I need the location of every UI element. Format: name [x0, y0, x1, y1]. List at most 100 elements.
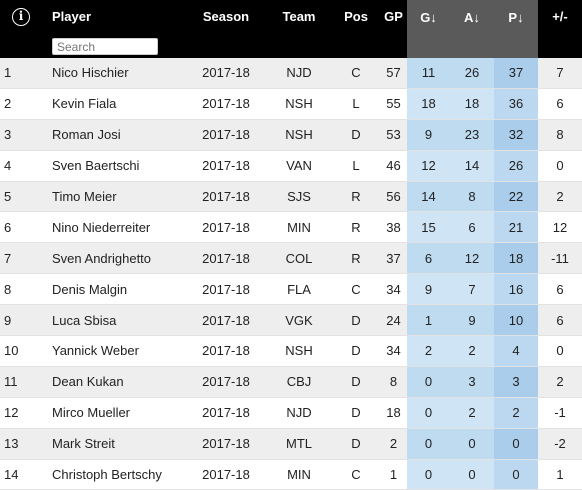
- table-row[interactable]: 11 Dean Kukan 2017-18 CBJ D 8 0 3 3 2: [0, 366, 582, 398]
- goals-column-header[interactable]: G↓: [407, 0, 450, 58]
- player-cell: Mark Streit: [48, 428, 186, 460]
- points-cell: 0: [494, 428, 538, 460]
- table-header-row: i Player Season Team Pos GP G↓ A↓ P↓ +/-: [0, 0, 582, 58]
- player-column-header[interactable]: Player: [48, 0, 186, 58]
- team-cell: MIN: [266, 459, 332, 490]
- season-cell: 2017-18: [186, 428, 266, 460]
- player-cell: Kevin Fiala: [48, 88, 186, 120]
- table-row[interactable]: 2 Kevin Fiala 2017-18 NSH L 55 18 18 36 6: [0, 88, 582, 120]
- assists-cell: 2: [450, 397, 494, 429]
- table-row[interactable]: 9 Luca Sbisa 2017-18 VGK D 24 1 9 10 6: [0, 304, 582, 337]
- goals-cell: 9: [407, 119, 450, 151]
- season-column-header[interactable]: Season: [186, 0, 266, 58]
- plus-minus-cell: 8: [538, 119, 582, 151]
- table-row[interactable]: 1 Nico Hischier 2017-18 NJD C 57 11 26 37 7: [0, 58, 582, 89]
- gp-cell: 24: [380, 304, 407, 337]
- goals-cell: 0: [407, 459, 450, 490]
- goals-cell: 0: [407, 428, 450, 460]
- pos-column-header[interactable]: Pos: [332, 0, 380, 58]
- table-row[interactable]: 4 Sven Baertschi 2017-18 VAN L 46 12 14 26 0: [0, 150, 582, 182]
- assists-cell: 12: [450, 242, 494, 275]
- table-row[interactable]: 10 Yannick Weber 2017-18 NSH D 34 2 2 4 0: [0, 335, 582, 367]
- team-cell: VGK: [266, 304, 332, 337]
- assists-cell: 9: [450, 304, 494, 337]
- player-cell: Sven Andrighetto: [48, 242, 186, 275]
- rank-cell: 12: [0, 397, 48, 429]
- points-cell: 4: [494, 335, 538, 367]
- team-column-header[interactable]: Team: [266, 0, 332, 58]
- player-search-input[interactable]: [52, 38, 158, 55]
- team-cell: NSH: [266, 88, 332, 120]
- assists-cell: 0: [450, 459, 494, 490]
- team-cell: MIN: [266, 211, 332, 244]
- plus-minus-cell: 6: [538, 304, 582, 337]
- goals-cell: 9: [407, 273, 450, 306]
- team-cell: CBJ: [266, 366, 332, 398]
- plus-minus-column-header[interactable]: +/-: [538, 0, 582, 58]
- goals-cell: 12: [407, 150, 450, 182]
- points-cell: 10: [494, 304, 538, 337]
- plus-minus-cell: 12: [538, 211, 582, 244]
- info-icon[interactable]: i: [12, 8, 30, 26]
- table-row[interactable]: 12 Mirco Mueller 2017-18 NJD D 18 0 2 2 -1: [0, 397, 582, 429]
- goals-cell: 18: [407, 88, 450, 120]
- player-cell: Dean Kukan: [48, 366, 186, 398]
- pos-cell: R: [332, 181, 380, 213]
- goals-cell: 1: [407, 304, 450, 337]
- season-cell: 2017-18: [186, 88, 266, 120]
- season-cell: 2017-18: [186, 211, 266, 244]
- points-cell: 3: [494, 366, 538, 398]
- gp-cell: 34: [380, 273, 407, 306]
- player-cell: Nico Hischier: [48, 58, 186, 89]
- points-cell: 26: [494, 150, 538, 182]
- assists-cell: 3: [450, 366, 494, 398]
- season-cell: 2017-18: [186, 119, 266, 151]
- assists-cell: 0: [450, 428, 494, 460]
- player-cell: Timo Meier: [48, 181, 186, 213]
- goals-cell: 14: [407, 181, 450, 213]
- points-cell: 21: [494, 211, 538, 244]
- player-cell: Mirco Mueller: [48, 397, 186, 429]
- table-row[interactable]: 13 Mark Streit 2017-18 MTL D 2 0 0 0 -2: [0, 428, 582, 460]
- season-cell: 2017-18: [186, 304, 266, 337]
- rank-cell: 5: [0, 181, 48, 213]
- table-row[interactable]: 14 Christoph Bertschy 2017-18 MIN C 1 0 0 0 1: [0, 459, 582, 490]
- plus-minus-cell: -11: [538, 242, 582, 275]
- table-row[interactable]: 3 Roman Josi 2017-18 NSH D 53 9 23 32 8: [0, 119, 582, 151]
- info-column-header: i: [0, 0, 48, 58]
- rank-cell: 4: [0, 150, 48, 182]
- rank-cell: 7: [0, 242, 48, 275]
- rank-cell: 11: [0, 366, 48, 398]
- points-cell: 2: [494, 397, 538, 429]
- plus-minus-cell: 0: [538, 335, 582, 367]
- assists-column-header[interactable]: A↓: [450, 0, 494, 58]
- pos-cell: R: [332, 242, 380, 275]
- gp-cell: 34: [380, 335, 407, 367]
- plus-minus-cell: -1: [538, 397, 582, 429]
- plus-minus-header-label: +/-: [552, 9, 568, 24]
- gp-cell: 38: [380, 211, 407, 244]
- table-body: 1 Nico Hischier 2017-18 NJD C 57 11 26 37 7 2 Kevin…: [0, 58, 582, 490]
- points-cell: 32: [494, 119, 538, 151]
- player-cell: Sven Baertschi: [48, 150, 186, 182]
- pos-cell: D: [332, 428, 380, 460]
- assists-cell: 2: [450, 335, 494, 367]
- plus-minus-cell: 7: [538, 58, 582, 89]
- team-cell: NJD: [266, 58, 332, 89]
- plus-minus-cell: 0: [538, 150, 582, 182]
- points-cell: 37: [494, 58, 538, 89]
- team-header-label: Team: [282, 9, 316, 24]
- table-row[interactable]: 7 Sven Andrighetto 2017-18 COL R 37 6 12 18 -11: [0, 242, 582, 275]
- table-row[interactable]: 8 Denis Malgin 2017-18 FLA C 34 9 7 16 6: [0, 273, 582, 306]
- plus-minus-cell: 6: [538, 88, 582, 120]
- plus-minus-cell: 2: [538, 366, 582, 398]
- points-column-header[interactable]: P↓: [494, 0, 538, 58]
- season-cell: 2017-18: [186, 366, 266, 398]
- rank-cell: 2: [0, 88, 48, 120]
- table-row[interactable]: 5 Timo Meier 2017-18 SJS R 56 14 8 22 2: [0, 181, 582, 213]
- gp-column-header[interactable]: GP: [380, 0, 407, 58]
- pos-cell: C: [332, 273, 380, 306]
- table-row[interactable]: 6 Nino Niederreiter 2017-18 MIN R 38 15 6 21 12: [0, 211, 582, 244]
- season-cell: 2017-18: [186, 58, 266, 89]
